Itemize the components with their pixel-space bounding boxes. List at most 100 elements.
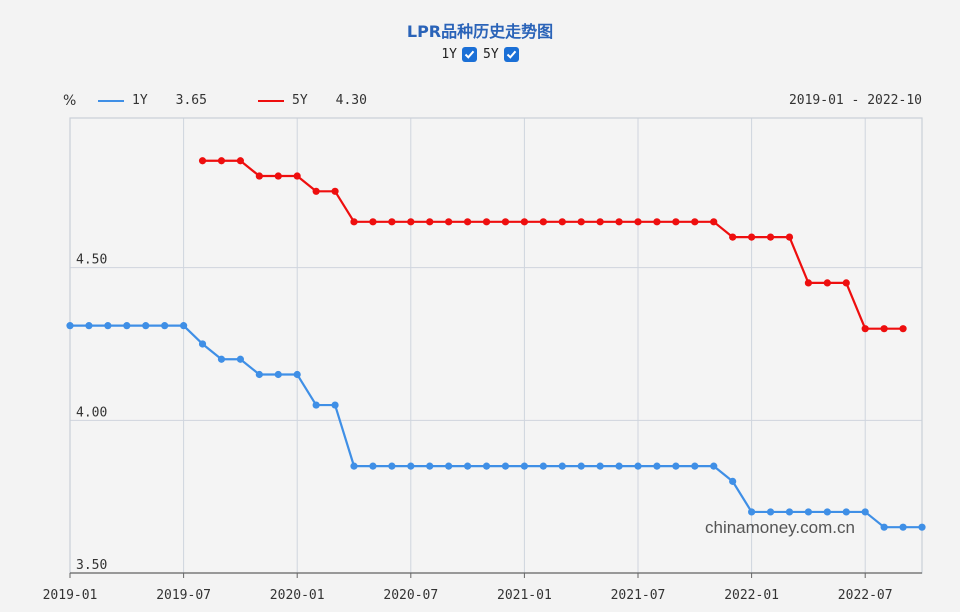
- x-tick-label: 2021-01: [497, 588, 552, 603]
- data-point-1y: [577, 462, 585, 470]
- data-point-5y: [596, 218, 604, 226]
- toggle-5y[interactable]: 5Y: [483, 47, 519, 62]
- data-point-1y: [236, 355, 244, 363]
- data-point-5y: [710, 218, 718, 226]
- legend-item-1y[interactable]: 1Y 3.65: [98, 93, 207, 108]
- data-point-1y: [880, 523, 888, 531]
- data-point-1y: [85, 322, 93, 330]
- data-point-1y: [161, 322, 169, 330]
- checkbox-5y[interactable]: [503, 47, 519, 62]
- toggle-1y[interactable]: 1Y: [441, 47, 477, 62]
- data-point-1y: [104, 322, 112, 330]
- data-point-5y: [539, 218, 547, 226]
- data-point-5y: [899, 325, 907, 333]
- legend-line-1y: [98, 99, 124, 102]
- data-point-5y: [634, 218, 642, 226]
- data-point-5y: [236, 157, 244, 165]
- data-point-1y: [918, 523, 926, 531]
- data-point-1y: [861, 508, 869, 516]
- data-point-1y: [842, 508, 850, 516]
- series-toggles: 1Y 5Y: [0, 47, 960, 62]
- data-point-1y: [331, 401, 339, 409]
- data-point-1y: [274, 370, 282, 379]
- data-point-1y: [653, 462, 661, 470]
- data-point-1y: [899, 523, 907, 531]
- legend-value-1y: 3.65: [175, 93, 207, 108]
- y-tick-label: 4.50: [76, 253, 107, 268]
- data-point-1y: [350, 462, 358, 470]
- data-point-1y: [804, 508, 813, 516]
- data-point-1y: [180, 322, 188, 330]
- data-point-5y: [293, 172, 301, 180]
- legend-item-5y[interactable]: 5Y 4.30: [258, 93, 367, 108]
- data-point-1y: [729, 477, 737, 485]
- legend-value-5y: 4.30: [335, 93, 367, 108]
- toggle-5y-label: 5Y: [483, 47, 499, 62]
- checkmark-icon: [464, 50, 475, 59]
- x-tick-label: 2019-01: [43, 588, 98, 603]
- data-point-5y: [748, 233, 756, 241]
- x-tick-label: 2022-07: [838, 588, 893, 603]
- data-point-1y: [539, 462, 547, 470]
- x-tick-label: 2020-01: [270, 588, 325, 603]
- data-point-5y: [823, 279, 831, 287]
- data-point-1y: [293, 370, 301, 379]
- data-point-5y: [482, 218, 491, 226]
- y-tick-label: 4.00: [76, 405, 107, 420]
- data-point-1y: [558, 462, 566, 470]
- data-point-5y: [785, 233, 794, 241]
- data-point-5y: [729, 233, 737, 241]
- data-point-5y: [274, 172, 282, 180]
- data-point-5y: [880, 325, 888, 333]
- toggle-1y-label: 1Y: [441, 47, 457, 62]
- data-point-1y: [464, 462, 472, 470]
- data-point-5y: [369, 218, 377, 226]
- data-point-1y: [482, 462, 491, 470]
- data-point-5y: [464, 218, 472, 226]
- data-point-1y: [426, 462, 434, 470]
- data-point-1y: [388, 462, 396, 470]
- data-point-5y: [445, 218, 453, 226]
- data-point-5y: [350, 218, 358, 226]
- data-point-5y: [653, 218, 661, 226]
- data-point-1y: [785, 508, 794, 516]
- data-point-1y: [198, 340, 207, 348]
- data-point-5y: [691, 218, 699, 226]
- data-point-1y: [615, 462, 623, 470]
- data-point-5y: [766, 233, 775, 241]
- x-tick-label: 2021-07: [611, 588, 666, 603]
- legend-line-5y: [258, 99, 284, 102]
- legend-name-5y: 5Y: [292, 93, 308, 108]
- data-point-1y: [217, 355, 226, 363]
- data-point-1y: [823, 508, 831, 516]
- chart-title: LPR品种历史走势图: [406, 22, 554, 41]
- legend-name-1y: 1Y: [132, 93, 148, 108]
- data-point-5y: [217, 157, 226, 165]
- checkmark-icon: [506, 50, 516, 59]
- data-point-1y: [142, 322, 150, 330]
- data-point-5y: [861, 325, 869, 333]
- data-point-5y: [672, 218, 680, 226]
- data-point-1y: [445, 462, 453, 470]
- data-point-5y: [312, 187, 320, 195]
- unit-label: %: [63, 93, 77, 109]
- data-point-1y: [691, 462, 699, 470]
- data-point-1y: [672, 462, 680, 470]
- data-point-5y: [388, 218, 396, 226]
- data-point-1y: [596, 462, 604, 470]
- data-point-5y: [804, 279, 813, 287]
- x-tick-label: 2020-07: [383, 588, 438, 603]
- data-point-5y: [558, 218, 566, 226]
- data-point-5y: [842, 279, 850, 287]
- data-point-5y: [331, 187, 339, 195]
- data-point-5y: [615, 218, 623, 226]
- data-point-1y: [501, 462, 510, 470]
- data-point-1y: [748, 508, 756, 516]
- date-range: 2019-01 - 2022-10: [788, 93, 922, 108]
- checkbox-1y[interactable]: [462, 47, 477, 62]
- data-point-1y: [255, 370, 263, 379]
- y-tick-label: 3.50: [76, 558, 107, 573]
- series-line-1y: [70, 324, 922, 529]
- data-point-5y: [577, 218, 585, 226]
- data-point-1y: [66, 322, 74, 330]
